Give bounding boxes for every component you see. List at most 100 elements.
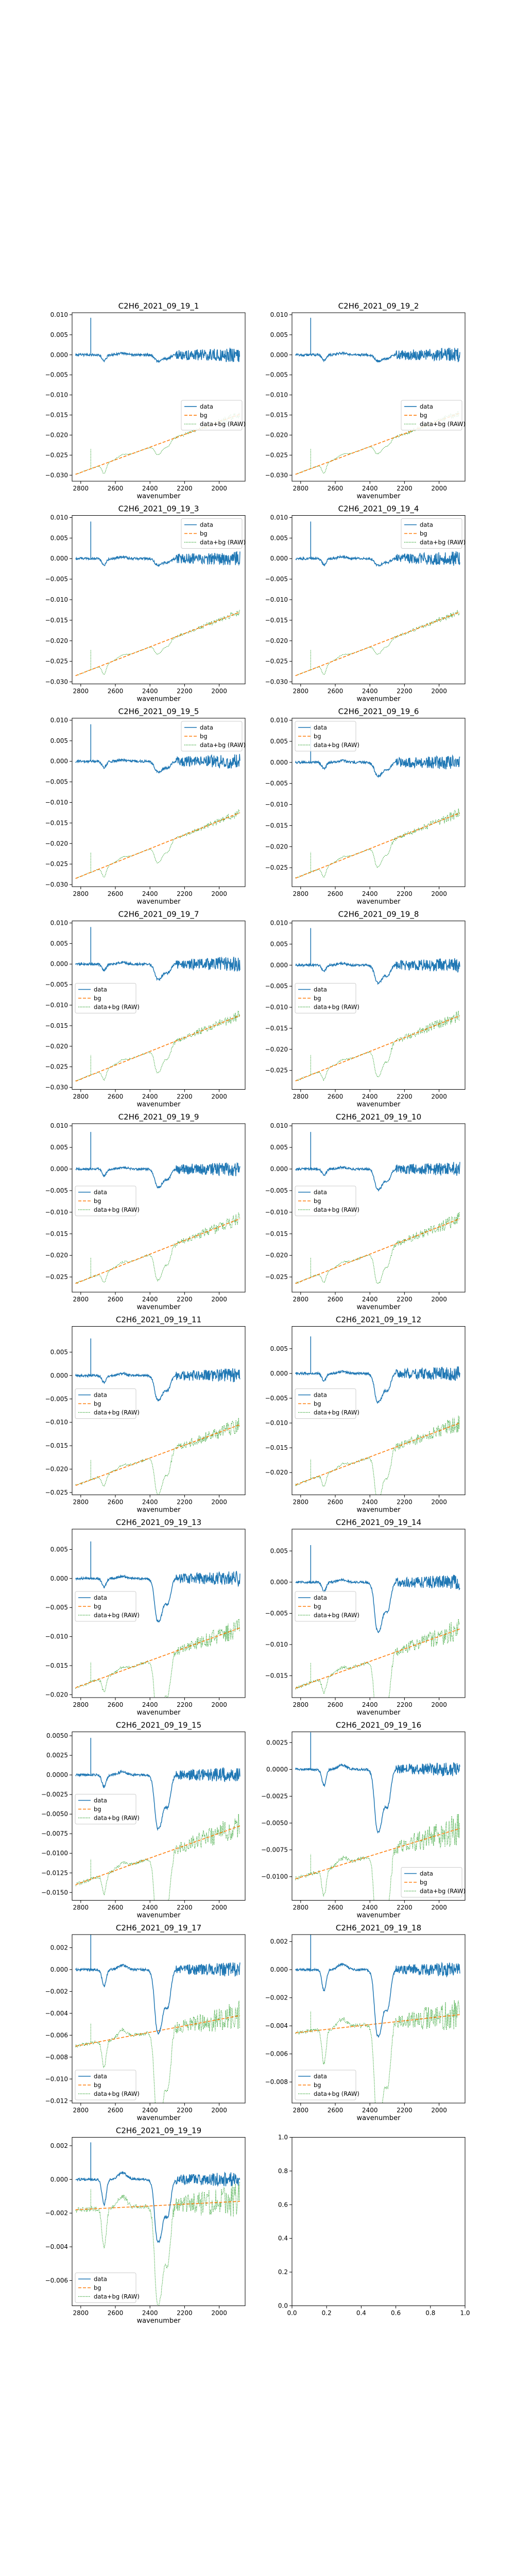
legend-label: data+bg (RAW) (314, 1409, 359, 1416)
chart-panel-10: C2H6_2021_09_19_10 2800 2600 2400 2200 2000 0.… (265, 1112, 466, 1311)
legend-label: bg (200, 530, 208, 537)
x-tick-label: 2200 (397, 1904, 413, 1911)
legend-label: data (420, 1870, 433, 1877)
legend-label: data+bg (RAW) (420, 539, 466, 546)
y-tick-label: −0.010 (265, 1209, 288, 1216)
y-tick-label: −0.004 (45, 2010, 68, 2017)
x-tick-label: 2000 (431, 890, 447, 897)
legend-label: data+bg (RAW) (200, 420, 246, 428)
y-tick-label: 0.000 (50, 1372, 68, 1379)
plot-area (75, 1738, 241, 1901)
x-tick-label: 2600 (328, 1904, 344, 1911)
x-tick-label: 2000 (431, 1296, 447, 1303)
y-tick-label: 0.000 (270, 1579, 288, 1586)
x-tick-label: 2600 (328, 688, 344, 695)
x-tick-label: 2200 (397, 1296, 413, 1303)
y-tick-label: 0.005 (50, 534, 68, 541)
series-bg-line (75, 1218, 241, 1284)
chart-title: C2H6_2021_09_19_8 (338, 910, 419, 920)
x-tick-label: 2400 (362, 1904, 378, 1911)
axes-frame (291, 1123, 466, 1293)
y-tick-label: 0.005 (50, 737, 68, 744)
y-tick-label: 0.000 (50, 1966, 68, 1973)
y-tick-label: −0.015 (265, 617, 288, 624)
chart-panel-2: C2H6_2021_09_19_2 2800 2600 2400 2200 2000 0.0… (265, 301, 466, 500)
y-tick-label: 0.005 (50, 331, 68, 338)
x-tick-label: 2000 (431, 688, 447, 695)
y-tick-label: 0.005 (270, 738, 288, 745)
y-tick-label: 0.000 (50, 555, 68, 562)
legend-label: bg (314, 733, 321, 740)
x-tick-label: 2200 (397, 2107, 413, 2114)
y-tick-label: 0.000 (50, 1165, 68, 1173)
x-axis-label: wavenumber (136, 493, 181, 500)
legend-label: bg (314, 994, 321, 1002)
legend-label: data (94, 2276, 107, 2283)
legend-label: data+bg (RAW) (200, 539, 246, 546)
series-raw-line (75, 809, 240, 879)
x-tick-label: 2200 (177, 2310, 193, 2317)
x-tick-label: 2000 (431, 485, 447, 492)
chart-panel-13: C2H6_2021_09_19_13 2800 2600 2400 2200 2000 0.… (45, 1518, 246, 1717)
x-tick-label: 2600 (328, 485, 344, 492)
axes-frame (72, 2137, 246, 2306)
plot-area (295, 1132, 460, 1284)
y-tick-label: 0.005 (50, 1546, 68, 1553)
chart-panel-18: C2H6_2021_09_19_18 2800 2600 2400 2200 2000 0.… (265, 1923, 466, 2122)
series-bg-line (295, 1828, 460, 1879)
legend-label: data (200, 403, 213, 410)
chart-title: C2H6_2021_09_19_2 (338, 301, 419, 311)
series-bg-line (295, 1015, 460, 1081)
axes-frame (72, 718, 246, 887)
chart-title: C2H6_2021_09_19_19 (116, 2126, 201, 2136)
series-data-line (75, 1571, 241, 1623)
y-tick-label: 0.005 (50, 1144, 68, 1151)
x-tick-label: 2200 (177, 485, 193, 492)
y-tick-label: −0.015 (265, 822, 288, 829)
x-tick-label: 2400 (142, 1093, 158, 1100)
plot-area (75, 1132, 241, 1284)
legend-label: bg (314, 1603, 321, 1610)
series-data-line (295, 1162, 460, 1192)
axes-frame (72, 515, 246, 684)
chart-title: C2H6_2021_09_19_18 (336, 1923, 421, 1933)
y-tick-label: 0.002 (50, 1944, 68, 1951)
x-tick-label: 0.4 (356, 2310, 366, 2317)
legend-label: data (94, 1594, 107, 1601)
plot-area (75, 2142, 241, 2306)
x-tick-label: 2200 (177, 1701, 193, 1708)
series-raw-line (295, 808, 460, 878)
y-tick-label: 0.000 (50, 2176, 68, 2183)
axes-frame (291, 1732, 466, 1901)
legend-box (181, 721, 243, 752)
y-tick-label: 0.000 (270, 555, 288, 562)
y-tick-label: 0.6 (278, 2201, 288, 2208)
x-tick-label: 2600 (328, 2107, 344, 2114)
legend-label: bg (94, 1805, 101, 1812)
x-tick-label: 2400 (142, 1499, 158, 1506)
x-tick-label: 2800 (73, 1296, 89, 1303)
x-axis-label: wavenumber (356, 1303, 401, 1311)
legend-label: data (314, 1189, 327, 1196)
series-data-line (75, 1767, 241, 1831)
y-tick-label: 0.010 (270, 514, 288, 521)
y-tick-label: −0.004 (45, 2243, 68, 2250)
y-tick-label: 0.005 (50, 940, 68, 947)
x-tick-label: 2200 (177, 2107, 193, 2114)
legend-box (181, 518, 243, 549)
series-raw-line (295, 1212, 460, 1284)
x-axis-label: wavenumber (136, 1912, 181, 1920)
chart-title: C2H6_2021_09_19_17 (116, 1923, 201, 1933)
x-axis-label: wavenumber (136, 898, 181, 906)
y-tick-label: 0.4 (278, 2235, 288, 2242)
series-raw-line (75, 1814, 240, 1901)
y-tick-label: 0.002 (270, 1938, 288, 1945)
legend-box (401, 1867, 462, 1897)
chart-panel-4: C2H6_2021_09_19_4 2800 2600 2400 2200 2000 0.0… (265, 504, 466, 703)
legend-label: data (94, 2073, 107, 2080)
